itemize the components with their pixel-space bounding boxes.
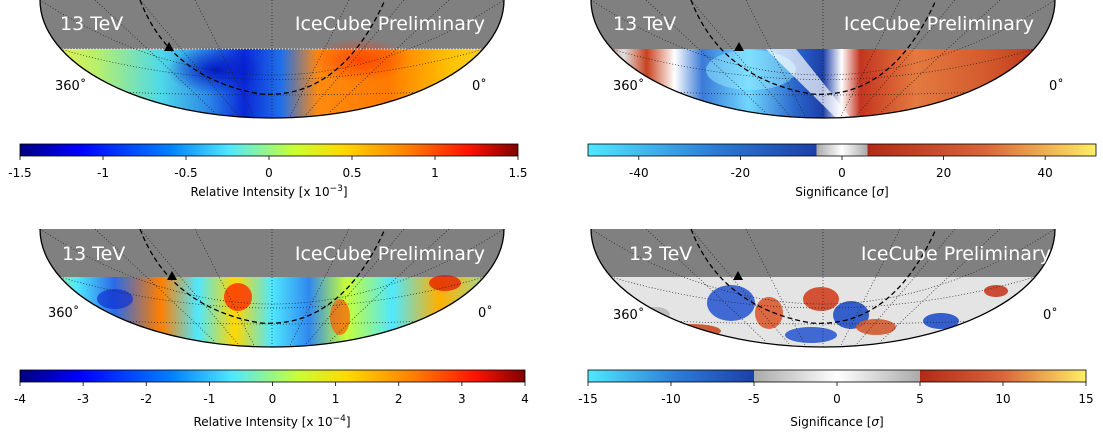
colorbar-label: Relative Intensity [x 10−3]	[190, 184, 347, 199]
colorbar-tick-label: 15	[1078, 392, 1093, 406]
colorbar-ticks: -4 -3 -2 -1 0 1 2 3 4	[14, 382, 529, 406]
colorbar-tick-label: 4	[521, 392, 529, 406]
watermark: IceCube Preliminary	[861, 243, 1051, 265]
colorbar-tick-label: 0.5	[342, 166, 361, 180]
galactic-plane	[139, 229, 386, 324]
galactic-center-marker	[733, 271, 743, 280]
colorbar-tick-label: -0.5	[174, 166, 197, 180]
colorbar: -40 -20 0 20 40 Significance [σ]	[587, 143, 1097, 199]
colorbar-tick-label: -1	[203, 392, 215, 406]
colorbar-ticks: -1.5 -1 -0.5 0 0.5 1 1.5	[8, 156, 528, 180]
colorbar-tick-label: 1	[431, 166, 439, 180]
energy-label: 13 TeV	[62, 243, 125, 265]
sky-map-panel-bottom-right: 13 TeV IceCube Preliminary 360˚ 0˚ -15 -1…	[578, 228, 1094, 429]
colorbar-tick-label: -15	[578, 392, 598, 406]
colorbar-tick-label: -20	[731, 166, 751, 180]
galactic-plane	[139, 0, 386, 95]
galactic-plane	[690, 0, 937, 95]
galactic-center-marker	[734, 42, 744, 51]
colorbar-tick-label: 10	[995, 392, 1010, 406]
deficit-core	[706, 50, 796, 90]
ra-left-label: 360˚	[55, 78, 86, 94]
map-border	[590, 0, 1056, 119]
colorbar-tick-label: 1	[332, 392, 340, 406]
colorbar-label: Relative Intensity [x 10−4]	[193, 414, 350, 429]
sky-map	[40, 0, 504, 118]
colorbar-tick-label: 1.5	[508, 166, 527, 180]
colorbar: -1.5 -1 -0.5 0 0.5 1 1.5 Relative Intensity [x…	[8, 143, 528, 199]
colorbar-tick-label: -4	[14, 392, 26, 406]
colorbar-tick-label: -10	[661, 392, 681, 406]
colorbar-ticks: -15 -10 -5 0 5 10 15	[578, 382, 1094, 406]
map-border	[590, 228, 1056, 348]
colorbar-label: Significance [σ]	[795, 185, 888, 199]
sky-map-panel-bottom-left: 13 TeV IceCube Preliminary 360˚ 0˚ -4 -3-…	[14, 228, 529, 429]
colorbar-tick-label: 20	[936, 166, 951, 180]
energy-label: 13 TeV	[60, 13, 123, 35]
watermark: IceCube Preliminary	[844, 13, 1034, 35]
colorbar-tick-label: -1	[97, 166, 109, 180]
map-border	[39, 0, 505, 119]
ra-right-label: 0˚	[1043, 307, 1058, 323]
ra-left-label: 360˚	[613, 78, 644, 94]
map-border	[39, 228, 505, 348]
colorbar-tick-label: 0	[833, 392, 841, 406]
colorbar-tick-label: -40	[629, 166, 649, 180]
colorbar-label: Significance [σ]	[790, 415, 883, 429]
colorbar-tick-label: 0	[838, 166, 846, 180]
colorbar-tick-label: 0	[269, 392, 277, 406]
colorbar-tick-label: 40	[1038, 166, 1053, 180]
ra-left-label: 360˚	[613, 307, 644, 323]
galactic-plane	[690, 229, 937, 324]
watermark: IceCube Preliminary	[295, 13, 485, 35]
colorbar-tick-label: 5	[916, 392, 924, 406]
colorbar-tick-label: -3	[77, 392, 89, 406]
colorbar-ticks: -40 -20 0 20 40	[629, 156, 1053, 180]
sky-map-panel-top-right: 13 TeV IceCube Preliminary 360˚ 0˚ -40 -2…	[587, 0, 1097, 199]
ra-right-label: 0˚	[1049, 78, 1064, 94]
galactic-center-marker	[164, 42, 174, 51]
sky-map-panel-top-left: 13 TeV IceCube Preliminary 360˚ 0˚ -1.5-…	[8, 0, 528, 199]
ra-right-label: 0˚	[478, 305, 493, 321]
ra-right-label: 0˚	[472, 78, 487, 94]
ra-left-label: 360˚	[48, 305, 79, 321]
colorbar-tick-label: -5	[748, 392, 760, 406]
energy-label: 13 TeV	[613, 13, 676, 35]
colorbar-tick-label: 0	[265, 166, 273, 180]
watermark: IceCube Preliminary	[295, 243, 485, 265]
galactic-center-marker	[167, 271, 177, 280]
colorbar-tick-label: 2	[395, 392, 403, 406]
colorbar-tick-label: -2	[140, 392, 152, 406]
colorbar: -15 -10 -5 0 5 10 15 Significance [σ]	[578, 369, 1094, 429]
colorbar-tick-label: 3	[458, 392, 466, 406]
deficit-region	[167, 46, 263, 94]
colorbar: -4 -3 -2 -1 0 1 2 3 4 Relative Intensity [x 10−4…	[14, 369, 529, 429]
energy-label: 13 TeV	[629, 243, 692, 265]
colorbar-tick-label: -1.5	[8, 166, 31, 180]
